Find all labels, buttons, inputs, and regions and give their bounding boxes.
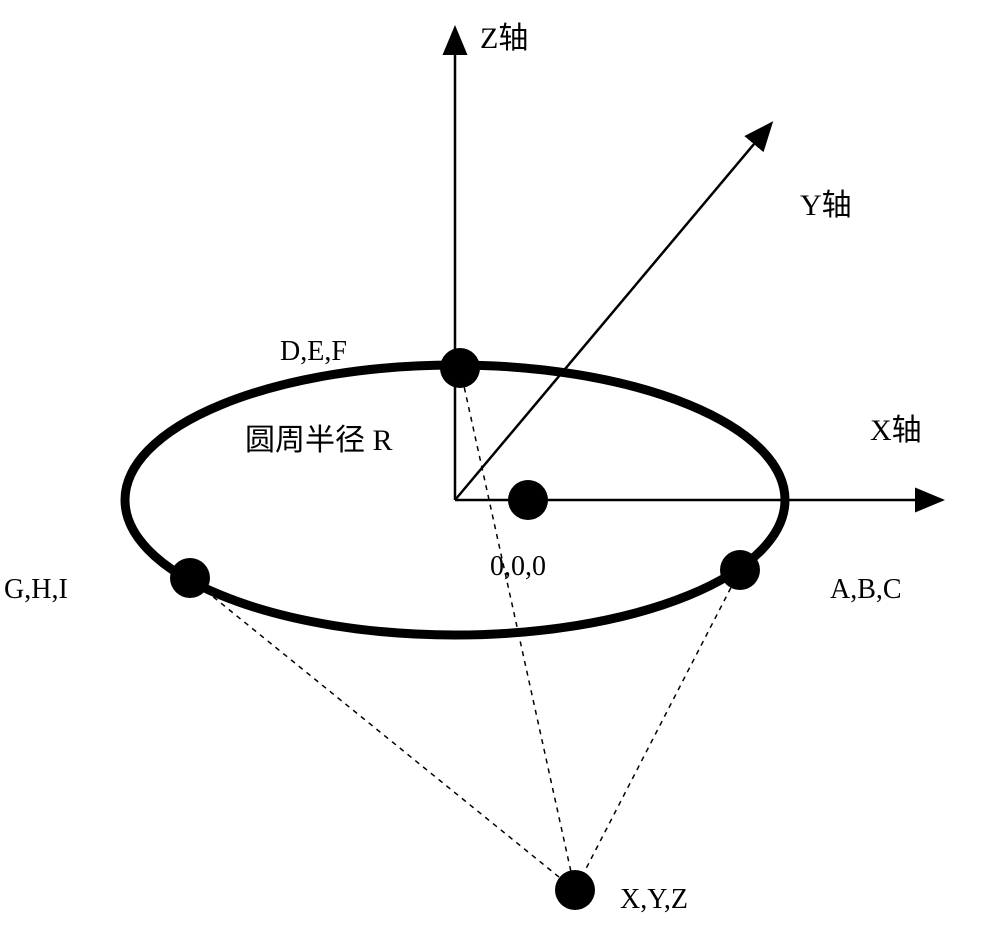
y-axis-line xyxy=(455,125,770,500)
coordinate-diagram: Z轴 Y轴 X轴 圆周半径 R D,E,F 0,0,0 G,H,I A,B,C … xyxy=(0,0,1000,943)
label-ghi: G,H,I xyxy=(4,574,68,605)
point-ghi xyxy=(170,558,210,598)
label-xyz: X,Y,Z xyxy=(620,884,688,915)
point-abc xyxy=(720,550,760,590)
point-def xyxy=(440,348,480,388)
radius-label: 圆周半径 R xyxy=(245,424,393,457)
point-xyz xyxy=(555,870,595,910)
label-abc: A,B,C xyxy=(830,574,902,605)
y-axis-label: Y轴 xyxy=(800,189,852,222)
point-origin xyxy=(508,480,548,520)
label-def: D,E,F xyxy=(280,336,347,367)
x-axis-label: X轴 xyxy=(870,414,922,447)
diagram-svg: Z轴 Y轴 X轴 圆周半径 R D,E,F 0,0,0 G,H,I A,B,C … xyxy=(0,0,1000,943)
label-origin: 0,0,0 xyxy=(490,551,546,582)
z-axis-label: Z轴 xyxy=(480,22,528,55)
